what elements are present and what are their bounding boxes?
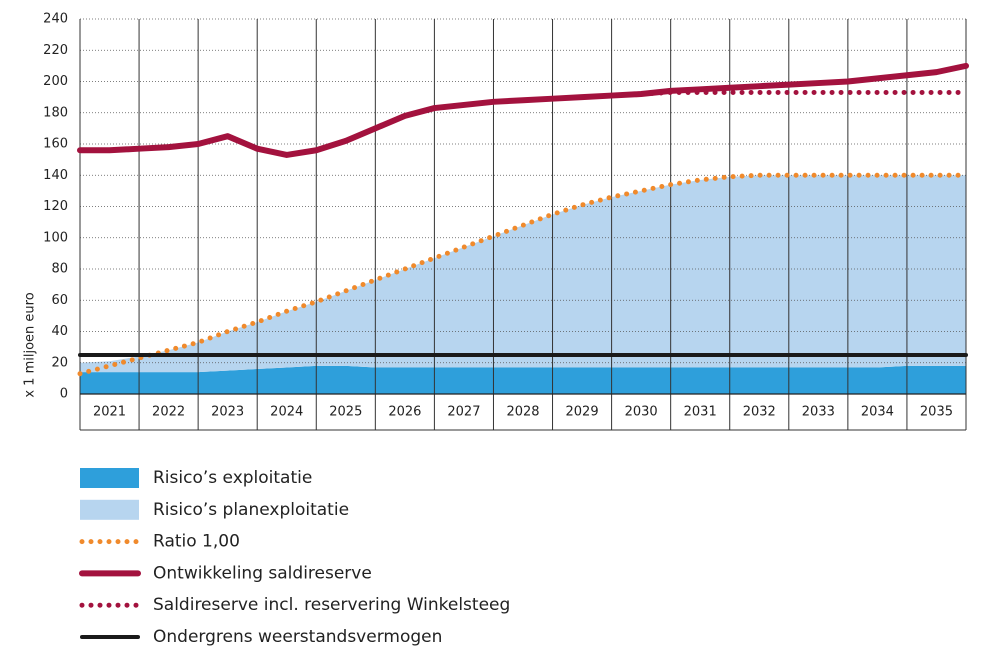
x-tick-label: 2025 bbox=[329, 405, 362, 420]
y-tick-label: 20 bbox=[51, 355, 68, 370]
x-tick-label: 2032 bbox=[743, 405, 776, 420]
legend-label: Risico’s planexploitatie bbox=[153, 500, 349, 520]
y-tick-label: 100 bbox=[43, 230, 68, 245]
series-line bbox=[77, 62, 969, 158]
x-tick-label: 2026 bbox=[388, 405, 421, 420]
x-tick-label: 2031 bbox=[684, 405, 717, 420]
legend-label: Saldireserve incl. reservering Winkelste… bbox=[153, 595, 510, 615]
y-tick-label: 120 bbox=[43, 199, 68, 214]
x-tick-label: 2027 bbox=[447, 405, 480, 420]
y-tick-label: 160 bbox=[43, 137, 68, 152]
x-tick-label: 2030 bbox=[625, 405, 658, 420]
y-tick-label: 0 bbox=[60, 387, 68, 402]
series-line bbox=[77, 172, 969, 377]
area bbox=[80, 365, 966, 394]
y-tick-label: 240 bbox=[43, 12, 68, 27]
legend-label: Ondergrens weerstandsvermogen bbox=[153, 627, 442, 647]
y-tick-label: 40 bbox=[51, 324, 68, 339]
x-tick-label: 2023 bbox=[211, 405, 244, 420]
y-tick-label: 180 bbox=[43, 105, 68, 120]
x-tick-label: 2021 bbox=[93, 405, 126, 420]
y-axis-label: x 1 miljoen euro bbox=[23, 292, 38, 397]
legend-swatch bbox=[80, 499, 139, 520]
y-tick-label: 220 bbox=[43, 43, 68, 58]
x-tick-label: 2035 bbox=[920, 405, 953, 420]
x-tick-label: 2033 bbox=[802, 405, 835, 420]
legend-label: Ontwikkeling saldireserve bbox=[153, 563, 372, 583]
x-tick-label: 2022 bbox=[152, 405, 185, 420]
legend-label: Risico’s exploitatie bbox=[153, 468, 312, 488]
y-tick-label: 200 bbox=[43, 74, 68, 89]
x-tick-label: 2029 bbox=[566, 405, 599, 420]
y-tick-label: 60 bbox=[51, 293, 68, 308]
x-tick-label: 2024 bbox=[270, 405, 303, 420]
y-tick-label: 140 bbox=[43, 168, 68, 183]
legend-label: Ratio 1,00 bbox=[153, 532, 240, 552]
x-tick-label: 2028 bbox=[506, 405, 539, 420]
x-tick-label: 2034 bbox=[861, 405, 894, 420]
y-tick-label: 80 bbox=[51, 262, 68, 277]
area bbox=[80, 175, 966, 373]
legend-swatch bbox=[80, 468, 139, 488]
